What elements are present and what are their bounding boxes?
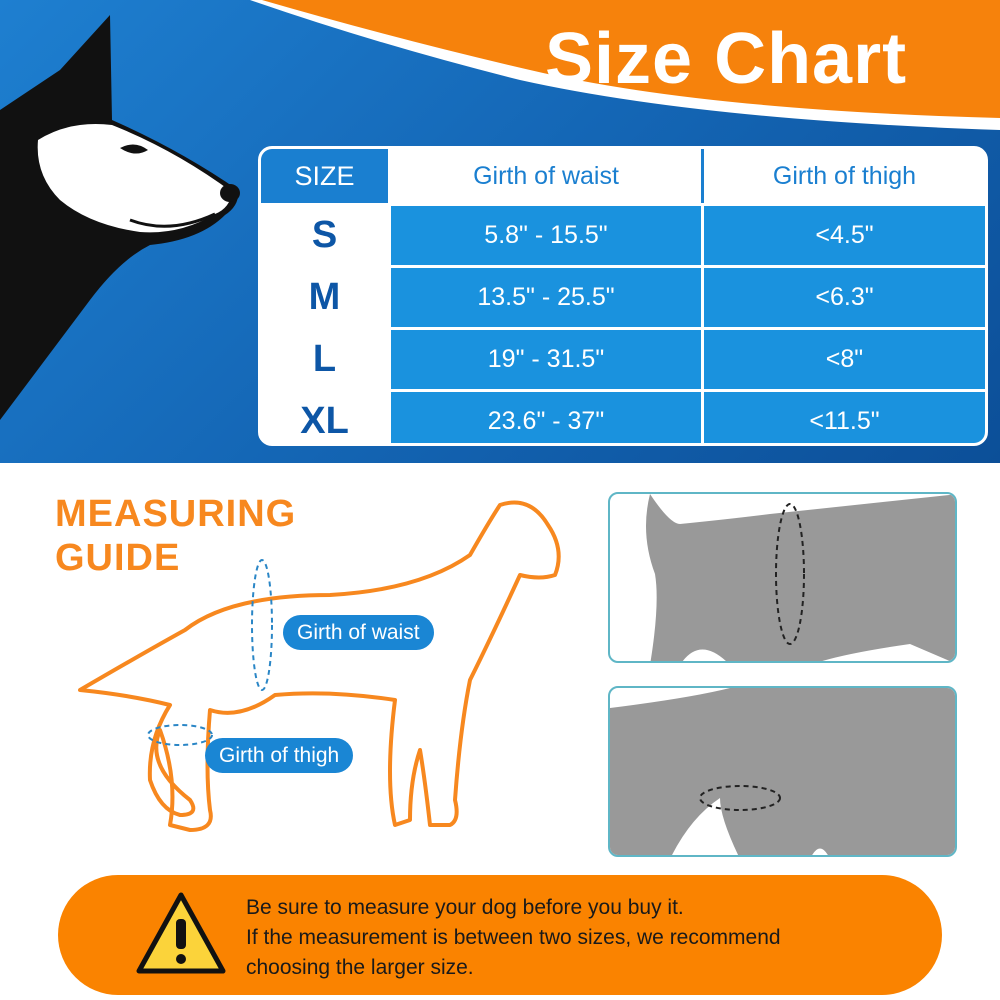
thigh-cell: <6.3": [701, 268, 985, 327]
table-row: S 5.8" - 15.5" <4.5": [261, 203, 985, 265]
waist-cell: 23.6" - 37": [388, 392, 701, 443]
guide-line-1: MEASURING: [55, 493, 297, 535]
notice-line-3: choosing the larger size.: [246, 956, 474, 979]
header-waist: Girth of waist: [388, 149, 701, 203]
waist-label: Girth of waist: [283, 615, 434, 650]
thigh-cell: <4.5": [701, 206, 985, 265]
size-cell: S: [261, 206, 388, 265]
size-cell: XL: [261, 392, 388, 443]
dog-outline-illustration: [78, 500, 561, 832]
header-thigh: Girth of thigh: [701, 149, 985, 203]
notice-text: Be sure to measure your dog before you b…: [246, 893, 781, 983]
table-header-row: SIZE Girth of waist Girth of thigh: [261, 149, 985, 203]
dog-head-illustration: [0, 15, 240, 420]
size-cell: M: [261, 268, 388, 327]
table-row: M 13.5" - 25.5" <6.3": [261, 265, 985, 327]
guide-line-2: GUIDE: [55, 537, 181, 579]
waist-cell: 19" - 31.5": [388, 330, 701, 389]
table-row: L 19" - 31.5" <8": [261, 327, 985, 389]
waist-cell: 5.8" - 15.5": [388, 206, 701, 265]
page-title: Size Chart: [545, 19, 908, 99]
size-cell: L: [261, 330, 388, 389]
warning-icon: [136, 892, 226, 974]
thigh-cell: <8": [701, 330, 985, 389]
notice-line-2: If the measurement is between two sizes,…: [246, 926, 781, 949]
waist-cell: 13.5" - 25.5": [388, 268, 701, 327]
header-size: SIZE: [261, 149, 388, 203]
measuring-guide-title: MEASURING GUIDE: [55, 492, 296, 580]
thigh-cell: <11.5": [701, 392, 985, 443]
size-table: SIZE Girth of waist Girth of thigh S 5.8…: [258, 146, 988, 446]
table-row: XL 23.6" - 37" <11.5": [261, 389, 985, 443]
header-artwork: [0, 0, 1000, 420]
notice-banner: Be sure to measure your dog before you b…: [58, 875, 942, 995]
waist-measure-photo: [608, 492, 957, 663]
notice-line-1: Be sure to measure your dog before you b…: [246, 896, 684, 919]
thigh-measure-photo: [608, 686, 957, 857]
header-banner: Size Chart SIZE Girth of waist Girth of …: [0, 0, 1000, 463]
thigh-label: Girth of thigh: [205, 738, 354, 773]
